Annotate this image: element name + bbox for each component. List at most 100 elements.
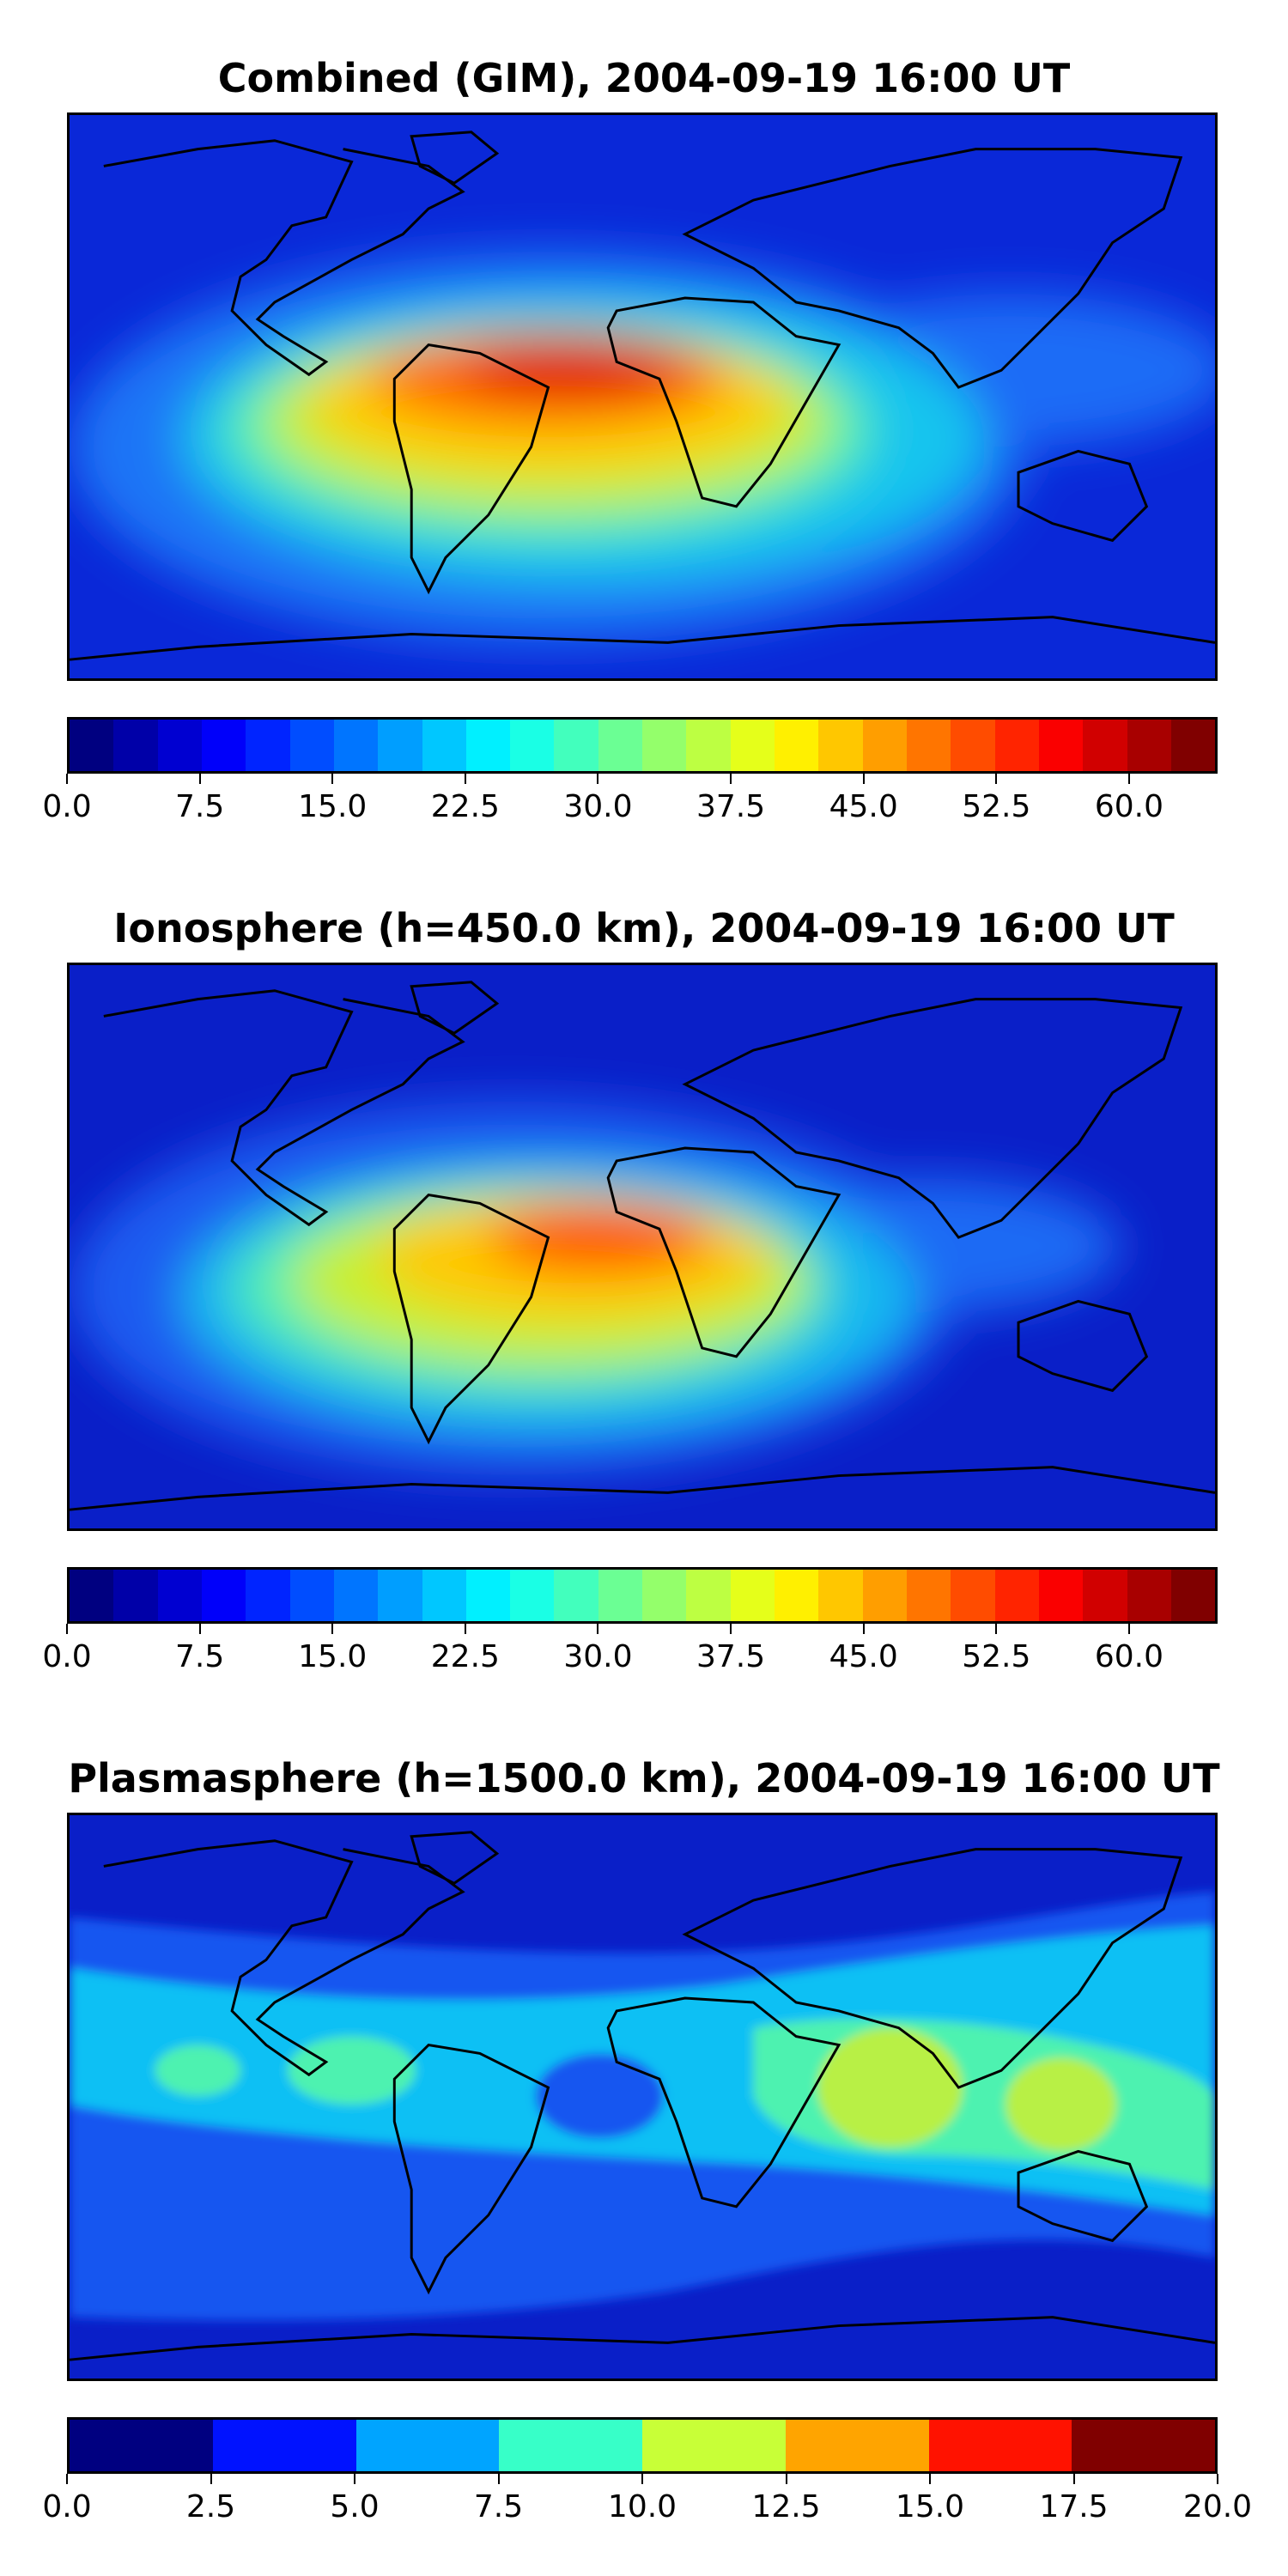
panel-1-title: Combined (GIM), 2004-09-19 16:00 UT — [217, 55, 1071, 101]
colorbar-level — [598, 1570, 643, 1621]
colorbar-level — [818, 1570, 863, 1621]
colorbar-level — [642, 720, 687, 771]
colorbar-tick-label: 0.0 — [42, 1639, 92, 1674]
colorbar-tick-label: 0.0 — [42, 789, 92, 824]
colorbar-tick-label: 15.0 — [895, 2489, 965, 2524]
colorbar-tick-label: 30.0 — [563, 789, 633, 824]
colorbar-tick-label: 10.0 — [607, 2489, 677, 2524]
colorbar-tick-label: 15.0 — [298, 789, 368, 824]
colorbar-tick — [464, 1624, 466, 1634]
colorbar-level — [246, 1570, 290, 1621]
colorbar-tick — [730, 774, 732, 784]
colorbar-level — [70, 720, 114, 771]
colorbar-tick — [198, 1624, 201, 1634]
colorbar-level — [1083, 1570, 1127, 1621]
colorbar-level — [201, 1570, 246, 1621]
colorbar-level — [1170, 1570, 1215, 1621]
colorbar-level — [378, 720, 422, 771]
colorbar-level — [1127, 720, 1171, 771]
colorbar-tick-label: 30.0 — [563, 1639, 633, 1674]
colorbar-tick-label: 52.5 — [962, 789, 1031, 824]
colorbar-tick — [66, 1624, 68, 1634]
colorbar-tick-label: 37.5 — [696, 1639, 766, 1674]
colorbar-level — [906, 720, 951, 771]
colorbar-level — [994, 720, 1039, 771]
colorbar-level — [642, 2420, 786, 2471]
colorbar-tick — [929, 2474, 931, 2484]
panel-2-map-svg — [70, 965, 1215, 1528]
colorbar-level — [818, 720, 863, 771]
colorbar-level — [499, 2420, 642, 2471]
colorbar-tick-label: 7.5 — [473, 2489, 524, 2524]
panel-3-colorbar-frame — [67, 2417, 1218, 2474]
colorbar-level — [686, 1570, 731, 1621]
colorbar-tick-label: 22.5 — [430, 1639, 500, 1674]
colorbar-level — [246, 720, 290, 771]
panel-2-coastlines — [70, 981, 1215, 1511]
colorbar-level — [510, 1570, 555, 1621]
panel-2-colorbar-frame — [67, 1567, 1218, 1624]
colorbar-tick — [210, 2474, 212, 2484]
colorbar-tick — [862, 774, 865, 784]
colorbar-level — [113, 1570, 158, 1621]
colorbar-tick — [1127, 1624, 1130, 1634]
colorbar-tick — [730, 1624, 732, 1634]
colorbar-level — [598, 720, 643, 771]
panel-3-map-svg — [70, 1815, 1215, 2379]
colorbar-level — [422, 720, 466, 771]
colorbar-level — [212, 2420, 356, 2471]
colorbar-tick-label: 20.0 — [1182, 2489, 1253, 2524]
panel-3-map — [67, 1813, 1218, 2381]
colorbar-level — [730, 720, 775, 771]
colorbar-level — [951, 1570, 995, 1621]
colorbar-tick — [995, 1624, 998, 1634]
colorbar-level — [862, 720, 907, 771]
colorbar-level — [422, 1570, 466, 1621]
colorbar-level — [289, 1570, 334, 1621]
colorbar-level — [201, 720, 246, 771]
colorbar-level — [1127, 1570, 1171, 1621]
colorbar-level — [928, 2420, 1072, 2471]
colorbar-level — [554, 720, 598, 771]
colorbar-level — [1072, 2420, 1215, 2471]
colorbar-tick — [1072, 2474, 1075, 2484]
colorbar-level — [1170, 720, 1215, 771]
panel-2-colorbar: 0.0 7.5 15.0 22.5 30.0 37.5 45.0 52.5 60.0 — [42, 1567, 1218, 1674]
colorbar-tick — [597, 774, 599, 784]
colorbar-level — [465, 720, 511, 771]
panel-2-title: Ionosphere (h=450.0 km), 2004-09-19 16:0… — [113, 905, 1175, 951]
colorbar-level — [642, 1570, 687, 1621]
colorbar-level — [157, 1570, 202, 1621]
colorbar-level — [785, 2420, 929, 2471]
colorbar-level — [906, 1570, 951, 1621]
colorbar-level — [70, 1570, 114, 1621]
colorbar-tick — [331, 774, 334, 784]
colorbar-tick — [862, 1624, 865, 1634]
colorbar-tick-label: 45.0 — [829, 789, 898, 824]
colorbar-tick — [1217, 2474, 1218, 2484]
colorbar-tick — [1127, 774, 1130, 784]
colorbar-tick-label: 52.5 — [962, 1639, 1031, 1674]
colorbar-tick-label: 17.5 — [1039, 2489, 1109, 2524]
colorbar-tick — [464, 774, 466, 784]
colorbar-level — [1083, 720, 1127, 771]
colorbar-tick — [497, 2474, 500, 2484]
colorbar-level — [1038, 720, 1084, 771]
colorbar-level — [994, 1570, 1039, 1621]
colorbar-tick — [641, 2474, 643, 2484]
panel-1-colorbar: 0.0 7.5 15.0 22.5 30.0 37.5 45.0 52.5 60.0 — [42, 717, 1218, 824]
colorbar-level — [70, 2420, 213, 2471]
colorbar-tick — [66, 774, 68, 784]
colorbar-level — [378, 1570, 422, 1621]
colorbar-level — [554, 1570, 598, 1621]
colorbar-tick-label: 5.0 — [330, 2489, 380, 2524]
colorbar-tick-label: 60.0 — [1094, 1639, 1163, 1674]
colorbar-tick — [66, 2474, 68, 2484]
colorbar-level — [157, 720, 202, 771]
colorbar-level — [113, 720, 158, 771]
colorbar-tick-label: 12.5 — [751, 2489, 821, 2524]
colorbar-level — [951, 720, 995, 771]
colorbar-level — [1038, 1570, 1084, 1621]
colorbar-tick — [354, 2474, 355, 2484]
colorbar-tick-label: 45.0 — [829, 1639, 898, 1674]
